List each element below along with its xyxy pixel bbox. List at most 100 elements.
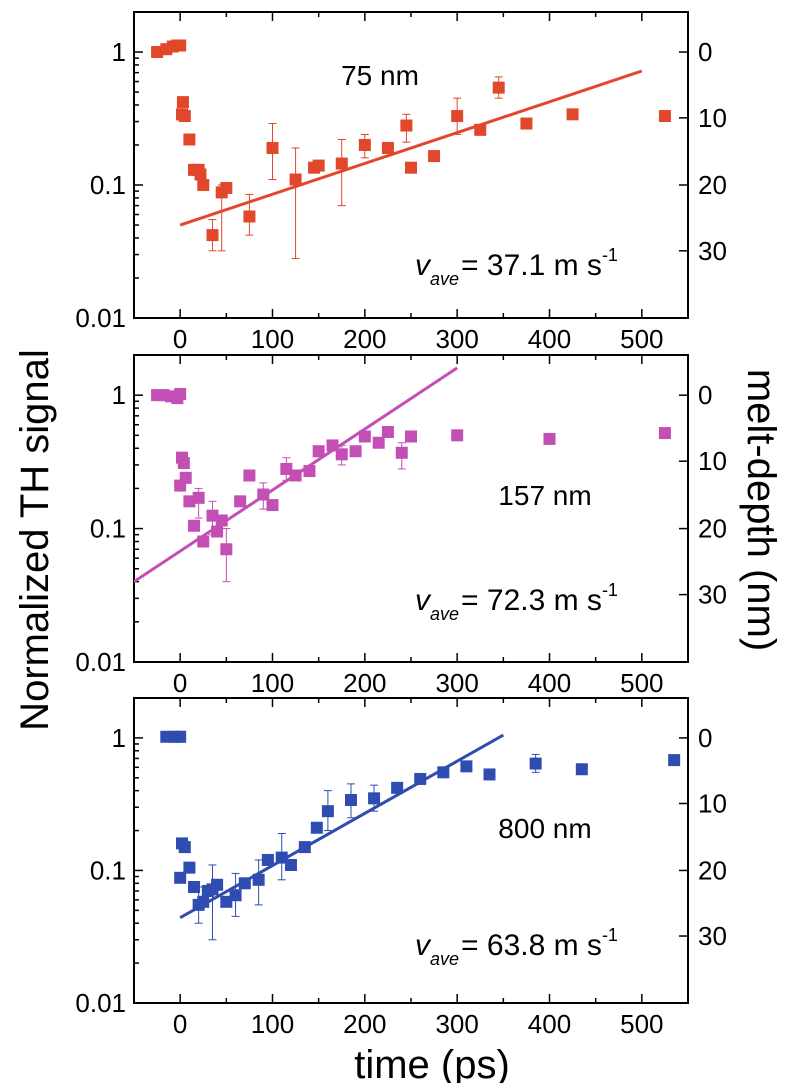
y-tick-label: 1 — [112, 723, 126, 753]
x-tick-label: 100 — [251, 668, 294, 698]
data-point — [460, 760, 473, 773]
x-tick-label: 200 — [343, 1009, 386, 1039]
plot-area — [134, 366, 671, 583]
x-tick-label: 0 — [173, 668, 187, 698]
data-point — [174, 39, 187, 52]
data-point — [215, 514, 228, 527]
right-tick-label: 20 — [698, 514, 727, 544]
data-point — [358, 138, 371, 151]
data-point — [529, 757, 542, 770]
data-point — [197, 535, 210, 548]
data-point — [174, 730, 187, 743]
data-point — [174, 388, 187, 401]
data-point — [183, 495, 196, 508]
data-point — [238, 877, 251, 890]
data-point — [206, 509, 219, 522]
data-point — [358, 430, 371, 443]
x-tick-label: 400 — [528, 324, 571, 354]
data-point — [372, 436, 385, 449]
data-point — [192, 491, 205, 504]
data-point — [183, 861, 196, 874]
data-point — [257, 488, 270, 501]
data-point — [668, 754, 681, 767]
fit-line — [179, 69, 643, 227]
data-point — [520, 117, 533, 130]
x-tick-label: 0 — [173, 1009, 187, 1039]
data-point — [437, 766, 450, 779]
data-point — [220, 543, 233, 556]
x-tick-label: 500 — [620, 1009, 663, 1039]
x-tick-label: 300 — [435, 1009, 478, 1039]
right-tick-label: 30 — [698, 580, 727, 610]
x-axis-label: time (ps) — [354, 1043, 510, 1083]
x-tick-label: 500 — [620, 324, 663, 354]
y-tick-label: 1 — [112, 380, 126, 410]
right-tick-label: 30 — [698, 921, 727, 951]
data-point — [197, 895, 210, 908]
y-tick-label: 0.1 — [90, 170, 126, 200]
y-tick-label: 0.01 — [75, 988, 126, 1018]
x-tick-label: 200 — [343, 324, 386, 354]
x-tick-label: 400 — [528, 668, 571, 698]
data-point — [321, 805, 334, 818]
data-point — [151, 46, 164, 59]
plot-frame — [133, 697, 689, 1004]
plot-frame — [133, 354, 689, 663]
right-tick-label: 0 — [698, 723, 712, 753]
data-point — [243, 469, 256, 482]
data-point — [381, 141, 394, 154]
data-point — [266, 141, 279, 154]
x-tick-label: 300 — [435, 668, 478, 698]
x-tick-label: 400 — [528, 1009, 571, 1039]
x-tick-label: 100 — [251, 1009, 294, 1039]
x-tick-label: 200 — [343, 668, 386, 698]
data-point — [160, 730, 173, 743]
right-tick-label: 20 — [698, 855, 727, 885]
data-point — [183, 133, 196, 146]
data-point — [188, 519, 201, 532]
data-point — [261, 853, 274, 866]
data-point — [178, 110, 191, 123]
right-axis-label: melt-depth (nm) — [739, 369, 783, 651]
data-point — [298, 841, 311, 854]
data-point — [177, 457, 190, 470]
data-point — [211, 525, 224, 538]
data-point — [234, 495, 247, 508]
left-axis-label: Normalized TH signal — [13, 349, 57, 731]
right-tick-label: 0 — [698, 37, 712, 67]
x-tick-label: 300 — [435, 324, 478, 354]
right-tick-label: 10 — [698, 446, 727, 476]
fit-line — [179, 733, 505, 920]
data-point — [179, 471, 192, 484]
data-point — [391, 781, 404, 794]
data-point — [197, 179, 210, 192]
data-point — [451, 110, 464, 123]
data-point — [575, 763, 588, 776]
sample-label: 157 nm — [498, 480, 591, 511]
data-point — [326, 439, 339, 452]
data-point — [349, 445, 362, 458]
right-tick-label: 0 — [698, 380, 712, 410]
right-tick-label: 10 — [698, 788, 727, 818]
velocity-annotation: vave= 37.1 m s-1 — [415, 245, 618, 289]
data-point — [194, 168, 207, 181]
plot-area — [151, 39, 671, 260]
data-point — [400, 119, 413, 132]
data-point — [243, 210, 256, 223]
data-point — [280, 462, 293, 475]
data-point — [658, 427, 671, 440]
data-point — [289, 469, 302, 482]
right-tick-label: 30 — [698, 236, 727, 266]
data-point — [414, 772, 427, 785]
data-point — [220, 895, 233, 908]
data-point — [344, 794, 357, 807]
data-point — [451, 429, 464, 442]
data-point — [174, 871, 187, 884]
data-point — [405, 161, 417, 174]
data-point — [395, 446, 408, 459]
data-point — [368, 792, 381, 805]
data-point — [543, 432, 556, 445]
